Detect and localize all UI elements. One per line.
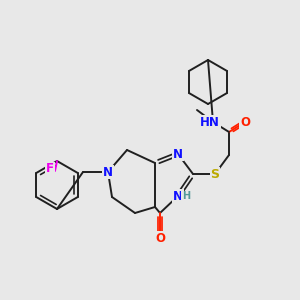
Text: HN: HN [200, 116, 220, 128]
Text: H: H [182, 191, 190, 201]
Text: O: O [155, 232, 165, 244]
Text: N: N [173, 190, 183, 202]
Text: S: S [211, 167, 220, 181]
Text: O: O [240, 116, 250, 128]
Text: N: N [103, 166, 113, 178]
Text: F: F [46, 163, 54, 176]
Text: N: N [173, 148, 183, 160]
